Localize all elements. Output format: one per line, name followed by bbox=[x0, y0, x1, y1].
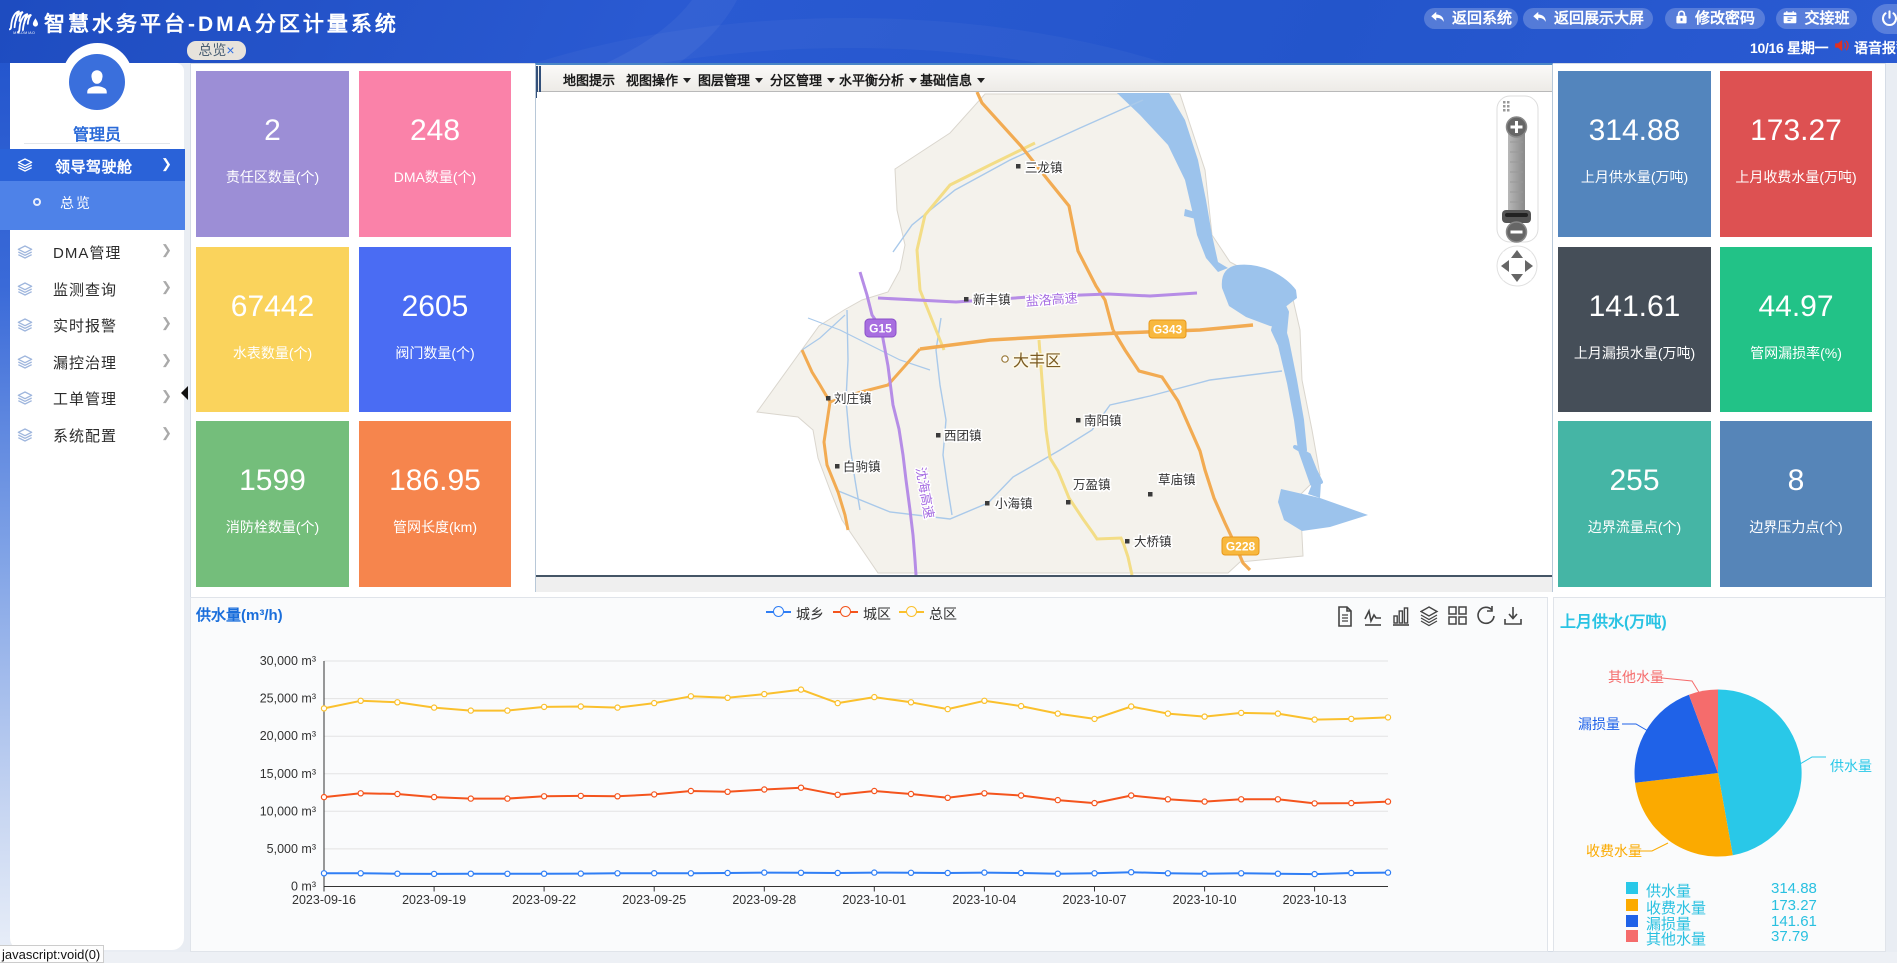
svg-text:2023-09-25: 2023-09-25 bbox=[622, 893, 686, 907]
svg-text:2023-10-04: 2023-10-04 bbox=[952, 893, 1016, 907]
svg-text:刘庄镇: 刘庄镇 bbox=[834, 391, 872, 406]
svg-text:2023-09-28: 2023-09-28 bbox=[732, 893, 796, 907]
svg-text:2023-10-01: 2023-10-01 bbox=[842, 893, 906, 907]
svg-text:西团镇: 西团镇 bbox=[944, 429, 982, 443]
svg-text:G343: G343 bbox=[1153, 323, 1183, 337]
svg-text:2023-10-07: 2023-10-07 bbox=[1063, 893, 1127, 907]
svg-text:草庙镇: 草庙镇 bbox=[1158, 473, 1196, 487]
svg-text:盐洛高速: 盐洛高速 bbox=[1025, 290, 1078, 309]
svg-text:MIAOMIAO: MIAOMIAO bbox=[13, 31, 35, 35]
svg-text:白驹镇: 白驹镇 bbox=[843, 459, 881, 474]
svg-text:2023-09-22: 2023-09-22 bbox=[512, 893, 576, 907]
svg-text:G15: G15 bbox=[869, 322, 892, 336]
svg-text:0 m³: 0 m³ bbox=[291, 880, 316, 894]
svg-text:大桥镇: 大桥镇 bbox=[1134, 535, 1172, 549]
svg-text:供水量: 供水量 bbox=[1830, 758, 1872, 774]
svg-text:30,000 m³: 30,000 m³ bbox=[260, 654, 316, 668]
svg-text:其他水量: 其他水量 bbox=[1608, 669, 1664, 685]
svg-text:10,000 m³: 10,000 m³ bbox=[260, 804, 316, 818]
svg-text:2023-10-13: 2023-10-13 bbox=[1283, 893, 1347, 907]
svg-text:15,000 m³: 15,000 m³ bbox=[260, 767, 316, 781]
svg-text:2023-10-10: 2023-10-10 bbox=[1173, 893, 1237, 907]
svg-text:万盈镇: 万盈镇 bbox=[1073, 478, 1111, 492]
svg-text:25,000 m³: 25,000 m³ bbox=[260, 692, 316, 706]
svg-text:漏损量: 漏损量 bbox=[1578, 716, 1620, 732]
svg-text:G228: G228 bbox=[1226, 540, 1256, 554]
svg-text:南阳镇: 南阳镇 bbox=[1084, 413, 1122, 428]
svg-text:20,000 m³: 20,000 m³ bbox=[260, 729, 316, 743]
svg-text:5,000 m³: 5,000 m³ bbox=[267, 842, 316, 856]
svg-text:三龙镇: 三龙镇 bbox=[1025, 161, 1063, 175]
svg-text:2023-09-16: 2023-09-16 bbox=[292, 893, 356, 907]
svg-text:收费水量: 收费水量 bbox=[1586, 843, 1642, 859]
svg-text:大丰区: 大丰区 bbox=[1013, 352, 1061, 370]
svg-text:小海镇: 小海镇 bbox=[995, 496, 1033, 511]
svg-text:新丰镇: 新丰镇 bbox=[973, 292, 1011, 307]
svg-text:2023-09-19: 2023-09-19 bbox=[402, 893, 466, 907]
